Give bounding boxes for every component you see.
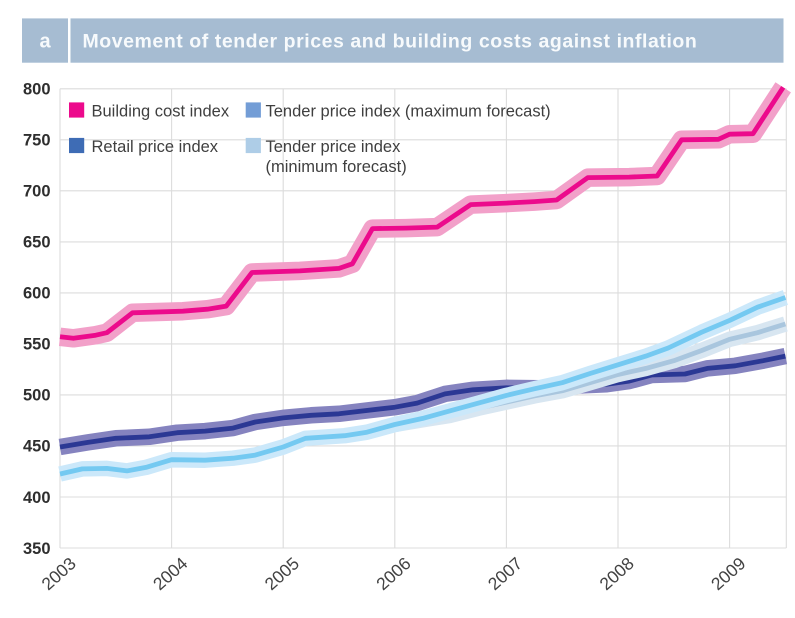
svg-text:Tender price index: Tender price index xyxy=(266,138,402,156)
svg-text:550: 550 xyxy=(23,336,51,354)
svg-text:Building cost index: Building cost index xyxy=(92,103,230,121)
svg-text:750: 750 xyxy=(23,132,51,150)
svg-text:Retail price index: Retail price index xyxy=(92,138,219,156)
svg-text:Movement of tender prices and: Movement of tender prices and building c… xyxy=(83,31,698,53)
svg-text:350: 350 xyxy=(23,540,51,558)
svg-text:400: 400 xyxy=(23,489,51,507)
svg-text:Tender price index (maximum fo: Tender price index (maximum forecast) xyxy=(266,103,551,121)
svg-text:800: 800 xyxy=(23,81,51,99)
svg-text:700: 700 xyxy=(23,183,51,201)
svg-text:450: 450 xyxy=(23,438,51,456)
svg-text:a: a xyxy=(39,31,51,53)
svg-text:500: 500 xyxy=(23,387,51,405)
svg-text:(minimum forecast): (minimum forecast) xyxy=(266,158,407,176)
svg-text:600: 600 xyxy=(23,285,51,303)
svg-text:650: 650 xyxy=(23,234,51,252)
